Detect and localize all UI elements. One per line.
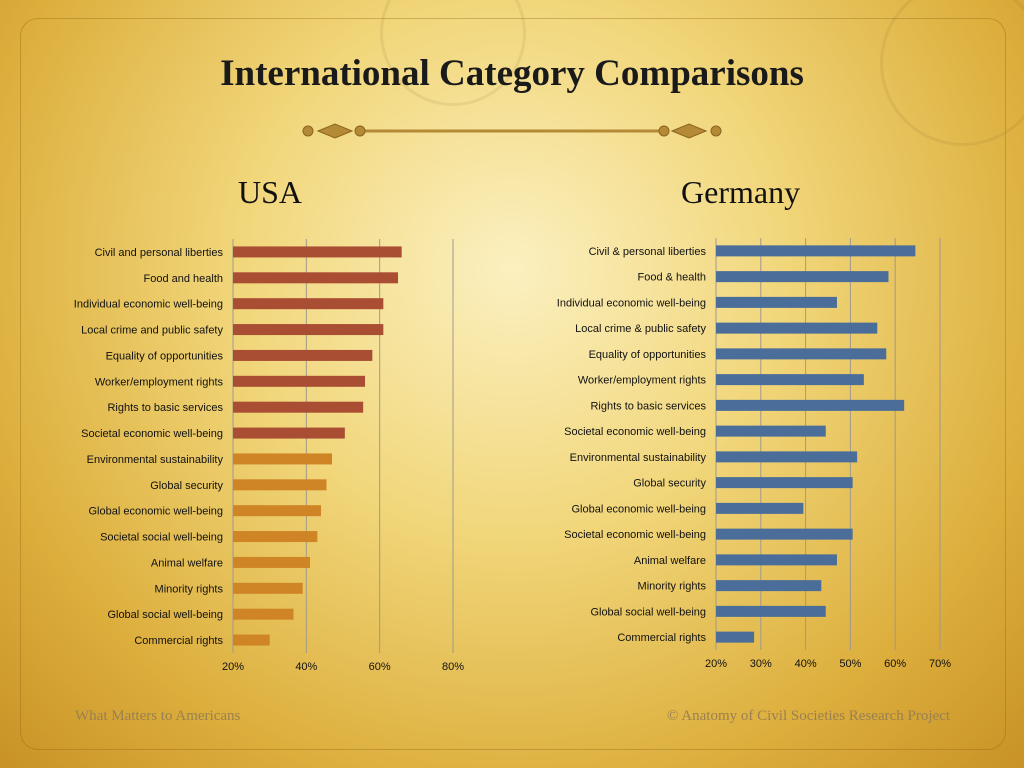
usa-category-label: Individual economic well-being xyxy=(74,299,223,311)
germany-x-tick-label: 20% xyxy=(705,658,727,670)
usa-bar xyxy=(233,634,270,646)
germany-bar xyxy=(716,399,905,411)
germany-x-tick-label: 70% xyxy=(929,658,951,670)
usa-category-label: Global economic well-being xyxy=(88,506,223,518)
usa-category-label: Societal social well-being xyxy=(100,532,223,544)
germany-category-label: Societal economic well-being xyxy=(564,529,706,541)
usa-category-label: Global security xyxy=(150,480,223,492)
usa-bar xyxy=(233,246,402,258)
germany-category-label: Global economic well-being xyxy=(571,503,706,515)
usa-bar xyxy=(233,582,303,594)
germany-category-label: Individual economic well-being xyxy=(557,297,706,309)
usa-bar xyxy=(233,298,384,310)
germany-bar xyxy=(716,477,853,489)
germany-category-label: Minority rights xyxy=(638,581,707,593)
usa-category-label: Civil and personal liberties xyxy=(95,247,224,259)
germany-category-label: Food & health xyxy=(638,272,707,284)
germany-category-label: Global social well-being xyxy=(590,606,706,618)
footer-left-text: What Matters to Americans xyxy=(75,708,241,724)
germany-x-tick-label: 60% xyxy=(884,658,906,670)
germany-bar xyxy=(716,271,889,283)
usa-x-tick-label: 40% xyxy=(295,661,317,673)
germany-bar xyxy=(716,296,837,308)
postmark-stamp-decoration xyxy=(880,0,1024,146)
usa-category-label: Societal economic well-being xyxy=(81,428,223,440)
usa-chart-title: USA xyxy=(238,174,303,210)
germany-x-tick-label: 50% xyxy=(839,658,861,670)
germany-bar xyxy=(716,348,887,360)
germany-bar xyxy=(716,580,822,592)
usa-x-tick-label: 20% xyxy=(222,661,244,673)
germany-chart-title: Germany xyxy=(681,174,801,210)
usa-category-label: Rights to basic services xyxy=(107,402,223,414)
ornamental-divider xyxy=(302,123,722,139)
usa-bar xyxy=(233,556,310,568)
usa-category-label: Animal welfare xyxy=(151,557,223,569)
slide-title: International Category Comparisons xyxy=(220,53,804,94)
germany-bar xyxy=(716,245,916,257)
usa-category-label: Environmental sustainability xyxy=(87,454,224,466)
usa-bar xyxy=(233,401,364,413)
germany-category-label: Civil & personal liberties xyxy=(589,246,707,258)
usa-category-label: Equality of opportunities xyxy=(106,350,224,362)
germany-category-label: Societal economic well-being xyxy=(564,426,706,438)
germany-category-label: Local crime & public safety xyxy=(575,323,706,335)
germany-category-label: Environmental sustainability xyxy=(570,452,707,464)
usa-bar xyxy=(233,272,398,284)
germany-category-label: Equality of opportunities xyxy=(589,349,707,361)
germany-category-label: Rights to basic services xyxy=(590,400,706,412)
usa-bar xyxy=(233,608,294,620)
germany-bar xyxy=(716,631,755,643)
usa-bar xyxy=(233,505,321,517)
usa-category-label: Worker/employment rights xyxy=(95,376,224,388)
usa-x-tick-label: 60% xyxy=(369,661,391,673)
germany-x-tick-label: 30% xyxy=(750,658,772,670)
usa-category-label: Minority rights xyxy=(155,583,224,595)
usa-bar xyxy=(233,479,327,491)
germany-bar xyxy=(716,374,864,386)
germany-x-tick-label: 40% xyxy=(795,658,817,670)
usa-bar xyxy=(233,453,332,465)
germany-category-label: Commercial rights xyxy=(617,632,706,644)
germany-bar xyxy=(716,502,804,514)
footer-right-text: © Anatomy of Civil Societies Research Pr… xyxy=(666,708,950,724)
usa-category-label: Food and health xyxy=(143,273,223,285)
usa-bar xyxy=(233,324,384,336)
germany-bar xyxy=(716,528,853,540)
germany-bar xyxy=(716,451,858,463)
usa-x-tick-label: 80% xyxy=(442,661,464,673)
germany-category-label: Global security xyxy=(633,478,706,490)
germany-bar xyxy=(716,605,826,617)
germany-bar xyxy=(716,554,837,566)
usa-bar xyxy=(233,349,373,361)
germany-category-label: Animal welfare xyxy=(634,555,706,567)
usa-bar xyxy=(233,427,345,439)
usa-bar xyxy=(233,375,365,387)
usa-bar xyxy=(233,531,318,543)
usa-category-label: Global social well-being xyxy=(107,609,223,621)
usa-category-label: Commercial rights xyxy=(134,635,223,647)
germany-category-label: Worker/employment rights xyxy=(578,375,707,387)
germany-bar xyxy=(716,322,878,334)
usa-category-label: Local crime and public safety xyxy=(81,325,223,337)
germany-bar xyxy=(716,425,826,437)
